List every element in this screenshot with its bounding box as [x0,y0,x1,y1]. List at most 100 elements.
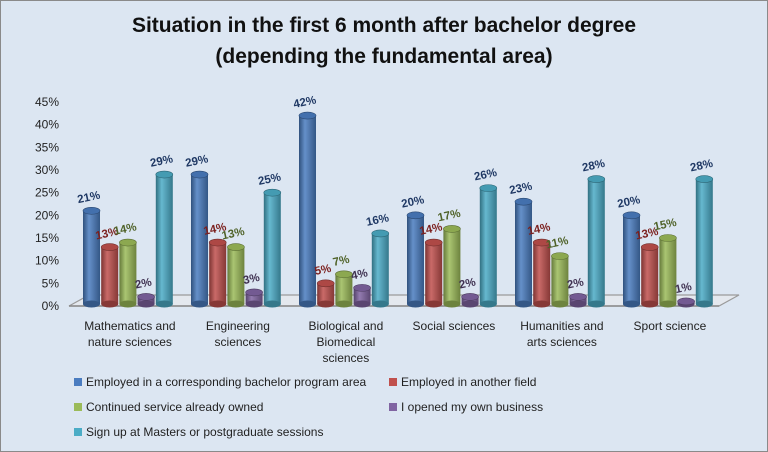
data-label: 2% [458,276,477,291]
data-label: 20% [616,194,641,211]
bar [119,238,137,308]
data-label: 23% [508,181,533,198]
data-label: 28% [689,158,714,175]
y-tick-label: 5% [42,276,60,290]
legend-item: Employed in a corresponding bachelor pro… [74,375,366,389]
bar-base [551,300,569,308]
bar-top [137,293,155,301]
bar [137,293,155,308]
bar-top [298,111,317,120]
bar-body [479,188,497,304]
legend-item: Continued service already owned [74,400,263,414]
bar [695,175,714,308]
data-label: 26% [473,167,498,184]
bar-base [515,300,532,308]
bar [263,188,282,308]
x-tick-label: Engineering sciences [206,319,270,349]
data-label: 21% [76,190,101,207]
bars [82,111,714,308]
bar-base [101,300,119,308]
bar-body [533,242,551,304]
bar-top [587,175,606,183]
data-label: 1% [674,281,693,296]
bar [424,238,443,308]
bar-base [227,300,245,308]
bar-top [640,243,659,251]
bar-top [551,252,569,260]
legend-item: I opened my own business [389,400,543,414]
bar-body [587,179,605,304]
bar-base [533,300,551,308]
bar [227,243,245,308]
legend-item: Employed in another field [389,375,536,389]
bar-top [316,279,335,288]
bar-body [245,292,263,304]
legend-label: Employed in another field [401,375,536,389]
data-labels: 21%13%14%2%29% 29%14%13%3%25%42%5%7%4%16%… [76,94,714,296]
bar-base [245,300,263,308]
bar [371,229,390,308]
bar-top [245,288,263,297]
data-label: 5% [314,263,333,278]
bar-top [190,170,209,179]
bar-base [155,300,173,308]
bar-body [263,192,281,304]
bar-base [317,300,335,308]
bar [569,293,587,308]
y-tick-label: 25% [35,186,59,200]
y-axis: 0% 5% 10% 15% 20% 25% 30% 35% 40% 45% [35,95,59,313]
bar-top [695,175,714,183]
bar [298,111,317,308]
bar-base [623,300,640,308]
bar [532,238,551,308]
data-label: 17% [437,208,462,225]
bar-top [424,238,443,247]
bar-base [299,300,316,308]
bar [587,175,606,308]
bar [82,207,101,308]
bar-base [461,300,479,308]
bar-base [335,300,353,308]
bar-body [317,283,335,304]
bar [335,270,353,308]
bar-base [569,300,587,308]
y-tick-label: 10% [35,254,59,268]
bar-top [155,170,174,179]
legend-swatch [74,428,82,436]
bar-top [622,211,641,220]
bar-body [407,215,424,304]
bar-top [659,234,677,242]
bar-base [263,300,281,308]
bar [479,184,498,308]
bar-base [209,300,227,308]
bar-top [479,184,498,192]
bar-top [461,293,479,301]
bar-top [227,243,245,251]
legend-swatch [389,403,397,411]
data-label: 15% [653,217,678,234]
bar-body [335,274,353,304]
bar-top [569,293,587,301]
bar [155,170,174,308]
data-label: 2% [566,276,585,291]
data-label: 14% [203,221,228,238]
x-tick-label: Sport science [634,319,707,333]
bar [208,238,227,308]
data-label: 29% [149,153,174,170]
bar [353,284,371,308]
bar-top [677,297,695,306]
bar-base [353,300,371,308]
data-label: 4% [350,267,369,282]
bar-top [443,225,461,233]
legend-label: Sign up at Masters or postgraduate sessi… [86,425,323,439]
bar-body [641,247,659,304]
data-label: 11% [545,235,569,251]
bar-body [659,238,677,304]
bar [551,252,569,308]
bar-top [119,238,137,247]
bar-base [137,300,155,308]
y-tick-label: 30% [35,163,59,177]
y-tick-label: 45% [35,95,59,109]
bar-base [425,300,443,308]
